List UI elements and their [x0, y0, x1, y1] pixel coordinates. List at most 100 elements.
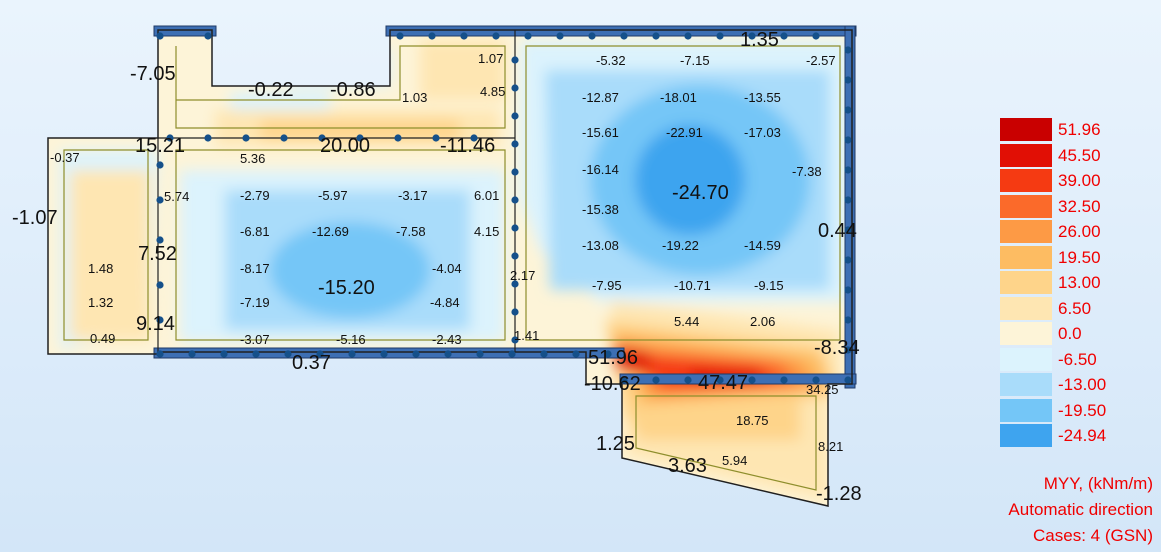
value-label: -11.46	[440, 135, 495, 157]
legend-swatch	[1000, 245, 1052, 269]
value-label: 9.14	[136, 313, 175, 335]
node-dot	[652, 376, 660, 384]
value-label: 1.41	[514, 328, 539, 343]
legend-value: 19.50	[1058, 247, 1101, 267]
node-dot	[812, 376, 820, 384]
node-dot	[511, 140, 519, 148]
value-label: -10.62	[584, 373, 641, 395]
node-dot	[780, 376, 788, 384]
value-label: 18.75	[736, 413, 769, 428]
node-dot	[156, 236, 164, 244]
node-dot	[524, 32, 532, 40]
node-dot	[252, 350, 260, 358]
legend-row: 39.00	[1000, 169, 1160, 192]
value-label: -7.95	[592, 278, 622, 293]
value-labels: 1.35 -7.05 -0.22 -0.86 1.03 1.07 4.85 15.21 20.0…	[12, 29, 862, 505]
legend-swatch	[1000, 118, 1052, 141]
value-label: -15.20	[318, 277, 375, 299]
node-dot	[511, 56, 519, 64]
value-label: -7.58	[396, 224, 426, 239]
slab-outline	[47, 29, 853, 507]
node-dot	[242, 134, 250, 142]
node-dot	[156, 196, 164, 204]
node-dot	[572, 350, 580, 358]
value-label: -13.08	[582, 238, 619, 253]
value-label: 4.15	[474, 224, 499, 239]
value-label: -16.14	[582, 162, 619, 177]
value-label: -18.01	[660, 90, 697, 105]
node-dot	[380, 350, 388, 358]
node-dot	[716, 32, 724, 40]
node-dot	[684, 32, 692, 40]
node-dot	[511, 252, 519, 260]
value-label: -19.22	[662, 238, 699, 253]
node-dot	[316, 350, 324, 358]
value-label: 1.32	[88, 295, 113, 310]
node-dot	[166, 134, 174, 142]
value-label: 5.36	[240, 151, 265, 166]
node-dot	[280, 134, 288, 142]
value-label: -1.28	[816, 483, 862, 505]
node-dot	[748, 376, 756, 384]
value-label: 0.44	[818, 220, 857, 242]
legend-value: 6.50	[1058, 298, 1092, 318]
node-dot	[652, 32, 660, 40]
value-label: -5.97	[318, 188, 348, 203]
value-label: -7.38	[792, 164, 822, 179]
quantity-caption: MYY, (kNm/m)	[1043, 474, 1153, 493]
node-dot	[156, 316, 164, 324]
node-dot	[844, 106, 852, 114]
legend-swatch	[1000, 143, 1052, 167]
node-dot	[511, 84, 519, 92]
legend-swatch	[1000, 220, 1052, 243]
node-dot	[318, 134, 326, 142]
node-dot	[511, 224, 519, 232]
value-label: -15.38	[582, 202, 619, 217]
node-dot	[844, 256, 852, 264]
value-label: -4.04	[432, 261, 462, 276]
node-dot	[844, 136, 852, 144]
node-dot	[156, 32, 164, 40]
node-dot	[444, 350, 452, 358]
node-dot	[748, 32, 756, 40]
legend-swatch	[1000, 424, 1052, 447]
value-label: 8.21	[818, 439, 843, 454]
node-dot	[156, 281, 164, 289]
node-dot	[844, 376, 852, 384]
node-dot	[204, 134, 212, 142]
node-dot	[511, 112, 519, 120]
value-label: -7.19	[240, 295, 270, 310]
legend-row: 6.50	[1000, 296, 1160, 320]
value-label: 5.74	[164, 189, 189, 204]
value-label: -2.43	[432, 332, 462, 347]
legend-row: 26.00	[1000, 220, 1160, 243]
node-dot	[432, 134, 440, 142]
value-label: 1.03	[402, 90, 427, 105]
node-dot	[716, 376, 724, 384]
value-label: 2.06	[750, 314, 775, 329]
node-dot	[844, 346, 852, 354]
value-label: 51.96	[588, 347, 638, 369]
value-label: 7.52	[138, 243, 177, 265]
value-label: 47.47	[698, 372, 748, 394]
node-dot	[156, 350, 164, 358]
legend-row: 0.0	[1000, 322, 1160, 345]
node-dot	[284, 350, 292, 358]
value-label: 15.21	[135, 135, 185, 157]
value-label: -8.17	[240, 261, 270, 276]
node-dot	[394, 134, 402, 142]
value-label: 4.85	[480, 84, 505, 99]
node-dot	[844, 316, 852, 324]
value-label: -0.37	[50, 150, 80, 165]
node-dot	[620, 32, 628, 40]
legend-row: 45.50	[1000, 143, 1160, 167]
legend-row: 13.00	[1000, 271, 1160, 294]
value-label: -15.61	[582, 125, 619, 140]
node-dot	[156, 161, 164, 169]
legend-row: -6.50	[1000, 347, 1160, 371]
value-label: 34.25	[806, 382, 839, 397]
node-dot	[620, 376, 628, 384]
node-dot	[492, 32, 500, 40]
